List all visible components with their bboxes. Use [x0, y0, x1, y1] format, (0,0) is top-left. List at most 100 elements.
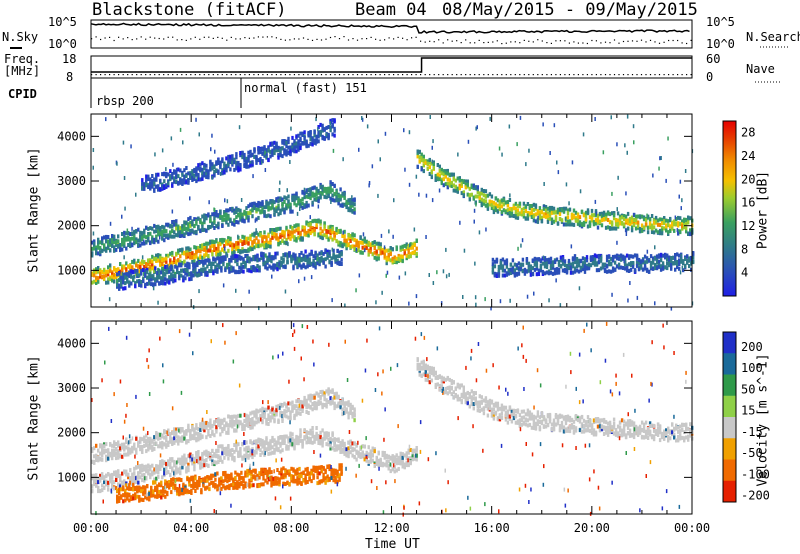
- echo-cell: [505, 271, 509, 276]
- echo-cell: [160, 280, 163, 285]
- nave-point: [631, 74, 634, 76]
- echo-cell: [677, 231, 680, 236]
- echo-cell: [305, 232, 308, 237]
- echo-cell: [295, 434, 298, 439]
- echo-cell: [319, 219, 322, 224]
- echo-cell: [520, 209, 524, 214]
- nave-point: [564, 74, 566, 76]
- echo-cell: [188, 262, 191, 267]
- echo-cell: [651, 260, 655, 265]
- echo-cell: [371, 252, 374, 257]
- echo-cell: [111, 472, 114, 477]
- echo-cell: [197, 248, 200, 253]
- echo-cell: [607, 269, 611, 274]
- echo-cell: [186, 272, 189, 277]
- echo-cell: [514, 215, 518, 220]
- echo-cell: [666, 254, 669, 259]
- echo-cell: [529, 270, 533, 274]
- echo-cell: [241, 247, 244, 252]
- noise-cell: [459, 220, 461, 225]
- noise-cell: [654, 245, 656, 250]
- echo-cell: [340, 257, 343, 262]
- nave-point: [95, 74, 97, 76]
- echo-cell: [527, 265, 531, 270]
- echo-cell: [299, 234, 302, 239]
- echo-cell: [213, 240, 216, 245]
- echo-cell: [551, 263, 555, 268]
- echo-cell: [175, 233, 178, 238]
- noise-cell: [646, 213, 648, 218]
- echo-cell: [190, 276, 193, 281]
- echo-cell: [584, 217, 588, 222]
- echo-cell: [353, 247, 356, 252]
- echo-cell: [267, 146, 270, 151]
- echo-cell: [337, 230, 340, 234]
- data-band-6: [491, 251, 695, 278]
- echo-cell: [269, 206, 272, 211]
- echo-cell: [229, 167, 232, 172]
- echo-cell: [649, 264, 653, 269]
- echo-cell: [600, 214, 604, 219]
- echo-cell: [309, 228, 312, 233]
- echo-cell: [205, 163, 208, 168]
- echo-cell: [138, 282, 141, 287]
- noise-cell: [432, 281, 435, 285]
- echo-cell: [249, 246, 252, 251]
- echo-cell: [101, 236, 104, 241]
- echo-cell: [478, 199, 481, 203]
- nsearch-point: [415, 36, 417, 38]
- echo-cell: [239, 212, 242, 217]
- echo-cell: [289, 206, 292, 211]
- echo-cell: [137, 264, 140, 269]
- nave-point: [604, 74, 607, 76]
- echo-cell: [277, 435, 280, 440]
- echo-cell: [355, 243, 358, 247]
- echo-cell: [365, 239, 368, 244]
- echo-cell: [306, 256, 309, 261]
- echo-cell: [492, 210, 496, 215]
- echo-cell: [293, 224, 296, 229]
- echo-cell: [198, 260, 201, 265]
- echo-cell: [159, 258, 162, 263]
- echo-cell: [632, 220, 636, 225]
- echo-cell: [175, 172, 178, 177]
- nave-point: [537, 74, 539, 76]
- echo-cell: [223, 170, 226, 174]
- echo-cell: [281, 448, 284, 453]
- echo-cell: [212, 271, 215, 276]
- echo-cell: [428, 160, 431, 165]
- echo-cell: [242, 269, 245, 274]
- echo-cell: [444, 182, 447, 187]
- echo-cell: [313, 435, 316, 440]
- echo-cell: [281, 140, 284, 145]
- echo-cell: [550, 210, 554, 215]
- echo-cell: [233, 443, 236, 447]
- echo-cell: [107, 245, 110, 249]
- echo-cell: [255, 230, 258, 235]
- echo-cell: [299, 433, 302, 438]
- noise-cell: [211, 175, 213, 180]
- echo-cell: [353, 233, 356, 238]
- echo-cell: [534, 219, 538, 224]
- echo-cell: [243, 440, 246, 445]
- echo-cell: [413, 250, 416, 254]
- echo-cell: [117, 239, 120, 244]
- echo-cell: [281, 229, 284, 234]
- nave-point: [681, 74, 683, 76]
- echo-cell: [571, 270, 575, 275]
- echo-cell: [174, 264, 177, 269]
- echo-cell: [265, 243, 268, 248]
- echo-cell: [484, 199, 488, 204]
- echo-cell: [103, 270, 106, 275]
- echo-cell: [163, 471, 166, 476]
- echo-cell: [314, 256, 317, 260]
- echo-cell: [121, 480, 124, 485]
- echo-cell: [232, 254, 235, 259]
- echo-cell: [336, 261, 339, 266]
- echo-cell: [667, 222, 670, 227]
- echo-cell: [426, 159, 429, 164]
- echo-cell: [343, 229, 346, 234]
- nave-point: [559, 74, 561, 76]
- echo-cell: [219, 444, 222, 449]
- echo-cell: [576, 213, 580, 218]
